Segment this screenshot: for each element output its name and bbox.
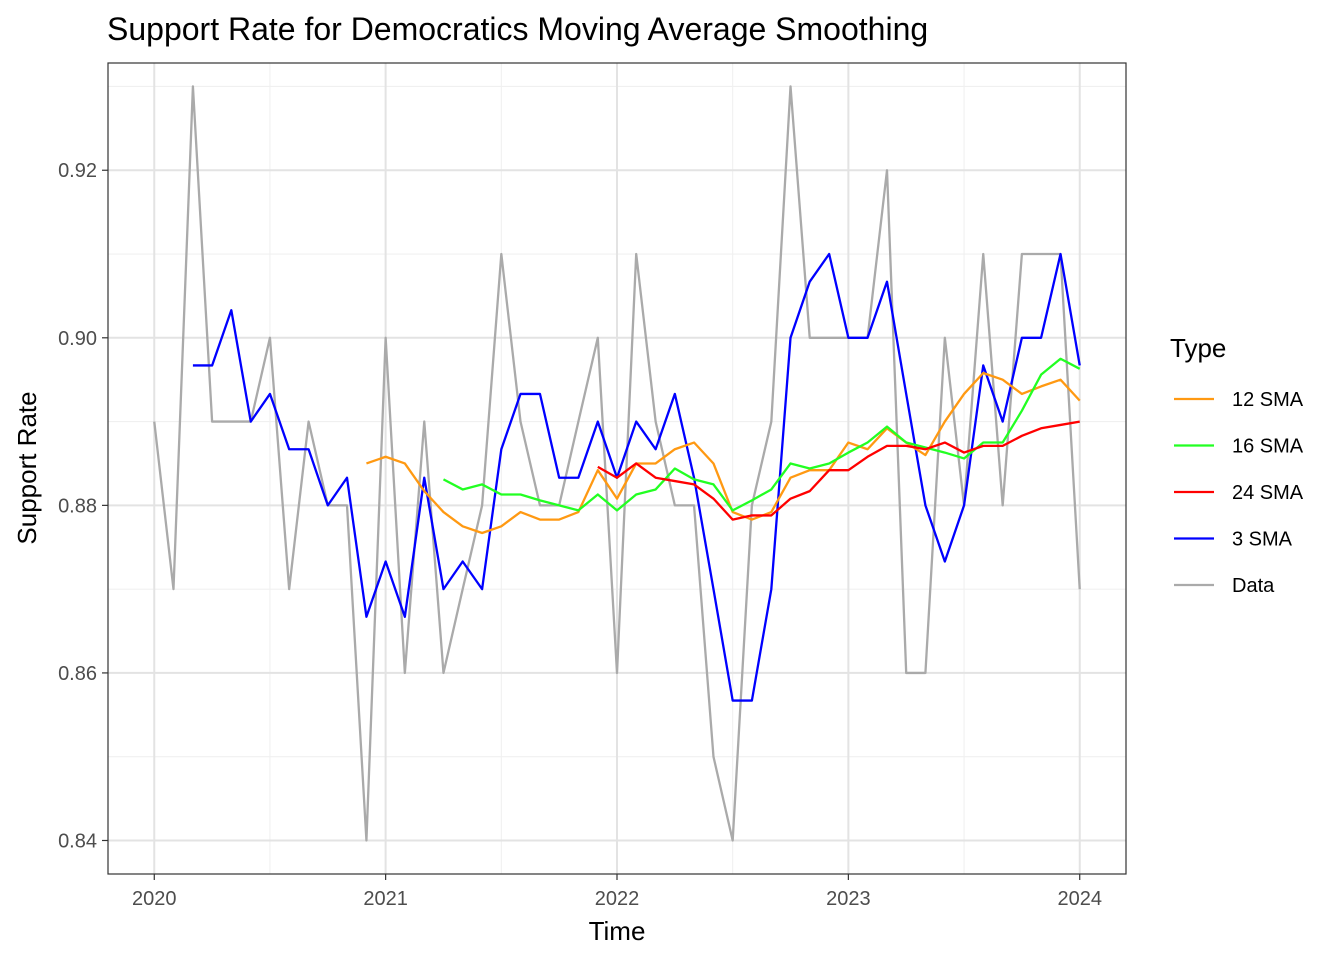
legend-label-3-sma: 3 SMA	[1232, 529, 1293, 551]
series-line-data	[153, 85, 1081, 842]
y-tick-label: 0.88	[58, 495, 97, 517]
series-line-3-sma	[192, 252, 1081, 702]
x-tick-label: 2024	[1057, 888, 1102, 910]
series-line-24-sma	[597, 420, 1080, 521]
legend-label-16-sma: 16 SMA	[1232, 436, 1304, 458]
x-axis: 2020 2021 2022 2023 2024	[132, 874, 1102, 910]
series-line-12-sma	[366, 371, 1081, 535]
legend-label-data: Data	[1232, 575, 1275, 597]
legend-label-24-sma: 24 SMA	[1232, 482, 1304, 504]
series-line-16-sma	[442, 357, 1081, 512]
x-tick-label: 2021	[363, 888, 408, 910]
legend-title: Type	[1170, 333, 1226, 363]
legend: Type 12 SMA 16 SMA 24 SMA 3 SMA Data	[1170, 333, 1304, 597]
y-axis: 0.84 0.86 0.88 0.90 0.92	[58, 160, 108, 852]
y-tick-label: 0.84	[58, 830, 97, 852]
x-tick-label: 2023	[826, 888, 871, 910]
legend-label-12-sma: 12 SMA	[1232, 389, 1304, 411]
x-axis-title: Time	[589, 916, 646, 946]
y-axis-title: Support Rate	[12, 391, 42, 544]
chart-title: Support Rate for Democratics Moving Aver…	[107, 11, 928, 47]
x-tick-label: 2020	[132, 888, 177, 910]
major-grid	[108, 63, 1126, 874]
y-tick-label: 0.92	[58, 160, 97, 182]
y-tick-label: 0.86	[58, 663, 97, 685]
legend-items: 12 SMA 16 SMA 24 SMA 3 SMA Data	[1174, 389, 1304, 597]
y-tick-label: 0.90	[58, 328, 97, 350]
x-tick-label: 2022	[595, 888, 640, 910]
series-layer	[153, 85, 1081, 842]
